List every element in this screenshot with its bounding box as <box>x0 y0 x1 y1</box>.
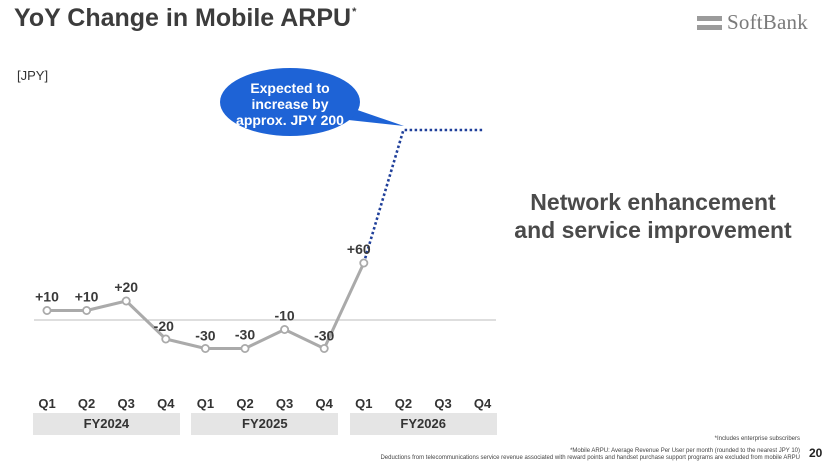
forecast-series-line <box>362 128 483 264</box>
data-label-8: -30 <box>314 328 334 344</box>
data-point-4 <box>161 334 171 344</box>
data-point-2 <box>82 305 92 315</box>
x-tick-label-1: Q1 <box>38 396 55 411</box>
data-label-5: -30 <box>195 328 215 344</box>
x-tick-label-12: Q4 <box>474 396 492 411</box>
x-tick-label-9: Q1 <box>355 396 372 411</box>
data-point-9 <box>359 258 369 268</box>
x-tick-label-2: Q2 <box>78 396 95 411</box>
data-point-3 <box>121 296 131 306</box>
x-tick-label-7: Q3 <box>276 396 293 411</box>
page-number: 20 <box>809 446 823 460</box>
data-label-9: +60 <box>347 241 371 257</box>
key-message: Network enhancement and service improvem… <box>488 188 818 244</box>
x-tick-label-6: Q2 <box>236 396 253 411</box>
data-label-7: -10 <box>274 308 294 324</box>
x-tick-label-11: Q3 <box>434 396 451 411</box>
x-tick-label-3: Q3 <box>118 396 135 411</box>
data-point-6 <box>240 343 250 353</box>
title-footnote-marker: * <box>352 6 357 18</box>
logo-text: SoftBank <box>727 10 808 34</box>
x-tick-label-5: Q1 <box>197 396 214 411</box>
fiscal-year-label-1: FY2024 <box>33 413 180 435</box>
callout-line-2: increase by <box>251 96 329 112</box>
page-title: YoY Change in Mobile ARPU* <box>14 4 356 33</box>
data-point-7 <box>280 324 290 334</box>
key-message-line-1: Network enhancement <box>530 189 776 215</box>
footnote-enterprise: *Includes enterprise subscribers <box>714 436 800 442</box>
data-label-3: +20 <box>114 279 138 295</box>
x-tick-label-10: Q2 <box>395 396 412 411</box>
fiscal-year-label-3: FY2026 <box>349 413 497 435</box>
callout-bubble <box>220 68 360 136</box>
data-label-6: -30 <box>235 327 255 343</box>
x-tick-label-8: Q4 <box>316 396 334 411</box>
data-point-5 <box>200 343 210 353</box>
x-tick-label-4: Q4 <box>157 396 175 411</box>
footnote-deductions: Deductions from telecommunications servi… <box>380 455 800 461</box>
title-text: YoY Change in Mobile ARPU <box>14 4 352 32</box>
data-label-2: +10 <box>75 289 99 305</box>
data-label-4: -20 <box>154 318 174 334</box>
data-point-8 <box>319 343 329 353</box>
footnote-arpu-definition: *Mobile ARPU: Average Revenue Per User p… <box>570 448 800 454</box>
softbank-logo: SoftBank <box>697 10 808 35</box>
key-message-line-2: and service improvement <box>514 217 792 243</box>
y-axis-unit-label: [JPY] <box>17 68 49 83</box>
callout-line-1: Expected to <box>250 80 330 96</box>
forecast-callout: Expected to increase by approx. JPY 200 <box>224 80 356 128</box>
data-point-1 <box>42 305 52 315</box>
logo-mark-icon <box>697 15 722 30</box>
fiscal-year-label-2: FY2025 <box>191 413 339 435</box>
data-label-1: +10 <box>35 289 59 305</box>
callout-line-3: approx. JPY 200 <box>236 112 344 128</box>
